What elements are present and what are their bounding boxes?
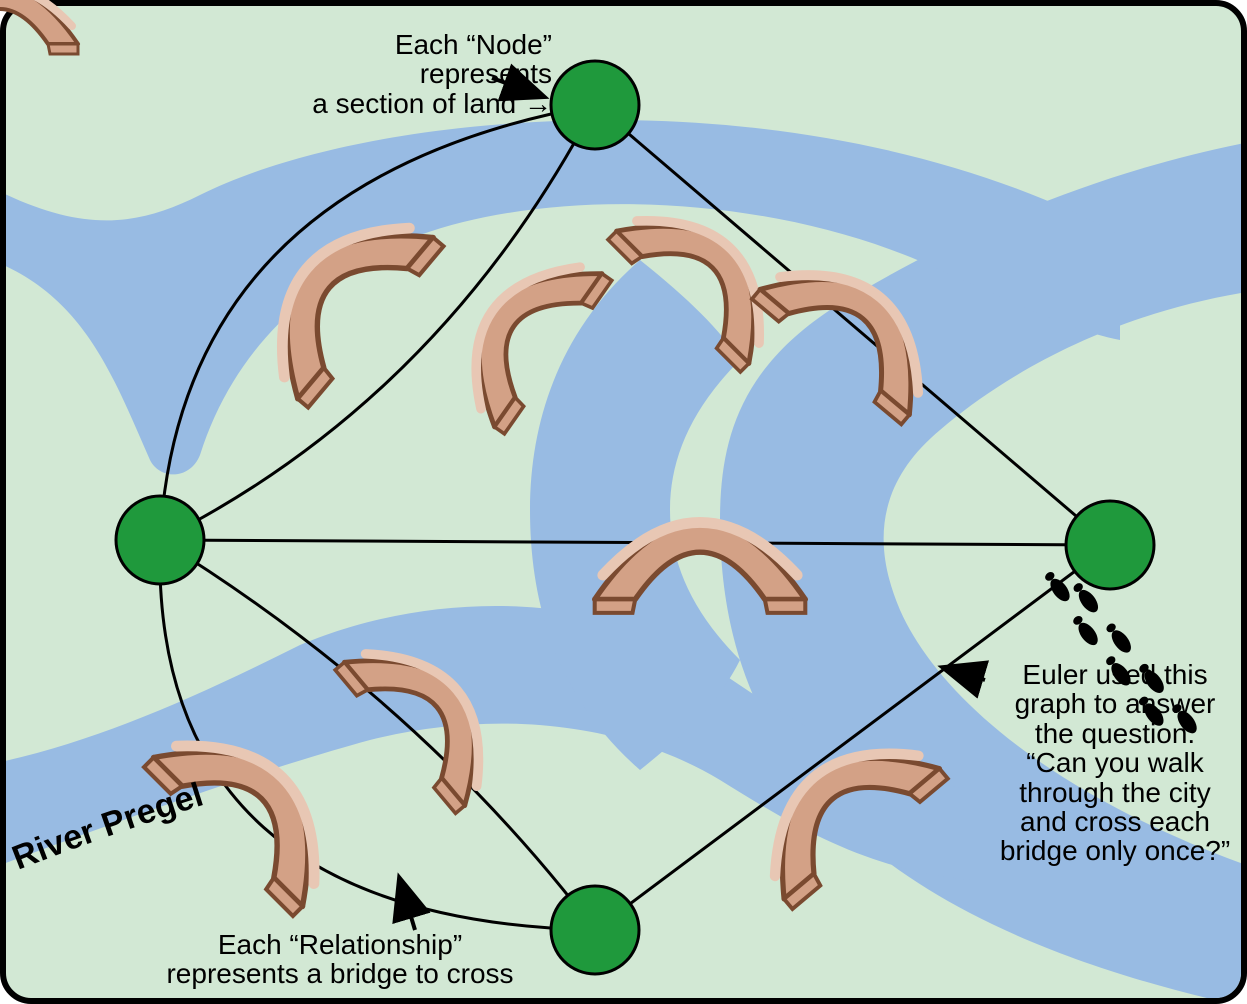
node-bottom: [551, 886, 639, 974]
euler-l6: and cross each: [1020, 806, 1210, 837]
euler-annotation: Euler used this graph to answer the ques…: [990, 660, 1240, 866]
node-top: [551, 61, 639, 149]
node-annotation: Each “Node” represents a section of land…: [272, 30, 552, 118]
node-left: [116, 496, 204, 584]
euler-l7: bridge only once?”: [1000, 835, 1230, 866]
relationship-annotation-l2: represents a bridge to cross: [166, 958, 513, 989]
relationship-annotation: Each “Relationship” represents a bridge …: [155, 930, 525, 989]
euler-l2: graph to answer: [1015, 688, 1216, 719]
euler-l1: Euler used this: [1022, 659, 1207, 690]
relationship-annotation-l1: Each “Relationship”: [218, 929, 462, 960]
node-annotation-l1: Each “Node” represents: [395, 29, 552, 89]
node-annotation-l2: a section of land: [312, 88, 516, 119]
euler-l3: the question:: [1035, 718, 1195, 749]
euler-l5: through the city: [1019, 777, 1210, 808]
euler-l4: “Can you walk: [1026, 747, 1203, 778]
node-right: [1066, 501, 1154, 589]
diagram-canvas: River Pregel Each “Node” represents a se…: [0, 0, 1247, 1004]
